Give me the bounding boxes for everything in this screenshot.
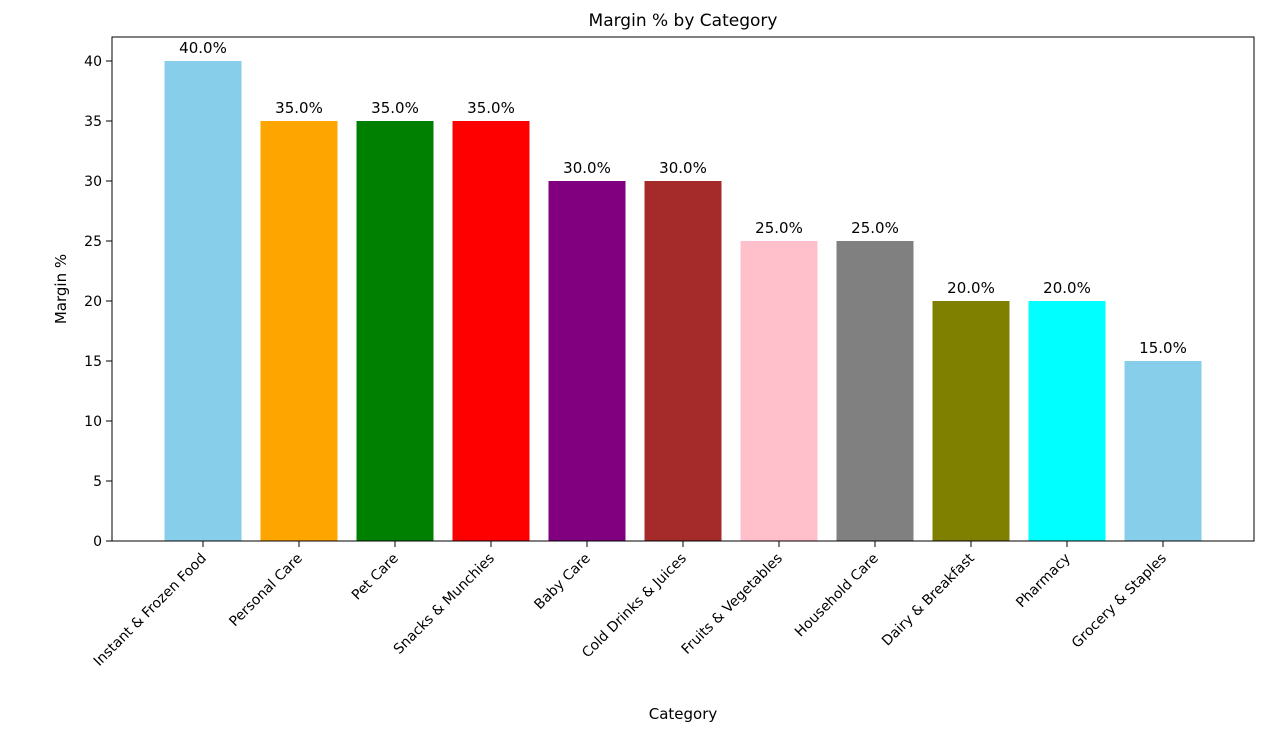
bar-value-label: 35.0%	[467, 99, 515, 117]
bar-value-label: 25.0%	[755, 219, 803, 237]
bar	[260, 121, 338, 541]
bars-layer: 40.0% 35.0% 35.0% 35.0% 30.0% 30.0% 25.0% 25.0%…	[164, 39, 1202, 541]
bar	[548, 181, 626, 541]
chart-title: Margin % by Category	[589, 11, 778, 31]
bar-value-label: 40.0%	[179, 39, 227, 57]
x-tick-label: Baby Care	[531, 551, 593, 613]
bar-value-label: 15.0%	[1139, 339, 1187, 357]
bar-value-label: 20.0%	[1043, 279, 1091, 297]
y-tick-label: 40	[84, 54, 102, 70]
plot-frame	[111, 36, 1255, 542]
x-tick-label: Fruits & Vegetables	[679, 551, 786, 658]
y-tick-label: 35	[84, 114, 102, 130]
x-tick-label: Pet Care	[349, 551, 402, 604]
bar-value-label: 35.0%	[275, 99, 323, 117]
bar-value-label: 20.0%	[947, 279, 995, 297]
x-tick-label: Dairy & Breakfast	[879, 550, 978, 649]
y-tick-label: 30	[84, 174, 102, 190]
y-axis-label: Margin %	[52, 254, 70, 324]
bar	[164, 61, 242, 541]
bar-value-label: 35.0%	[371, 99, 419, 117]
bar	[740, 241, 818, 541]
bar	[452, 121, 530, 541]
bar-value-label: 30.0%	[563, 159, 611, 177]
bar	[1028, 301, 1106, 541]
bar	[932, 301, 1010, 541]
bar	[836, 241, 914, 541]
x-axis-label: Category	[649, 705, 718, 723]
x-tick-label: Snacks & Munchies	[391, 551, 498, 658]
y-axis: 0 5 10 15 20 25 30 35 40	[84, 54, 112, 550]
x-tick-label: Instant & Frozen Food	[91, 551, 210, 670]
bar-value-label: 30.0%	[659, 159, 707, 177]
x-tick-label: Household Care	[792, 551, 882, 641]
y-tick-label: 25	[84, 234, 102, 250]
y-tick-label: 10	[84, 414, 102, 430]
bar-value-label: 25.0%	[851, 219, 899, 237]
y-tick-label: 20	[84, 294, 102, 310]
x-tick-label: Grocery & Staples	[1069, 551, 1170, 652]
bar	[1124, 361, 1202, 541]
x-tick-label: Cold Drinks & Juices	[579, 551, 690, 662]
x-tick-label: Personal Care	[226, 551, 305, 630]
y-tick-label: 5	[93, 474, 102, 490]
x-axis: Instant & Frozen Food Personal Care Pet Ca…	[91, 541, 1170, 670]
x-tick-label: Pharmacy	[1013, 551, 1074, 612]
bar	[644, 181, 722, 541]
bar	[356, 121, 434, 541]
y-tick-label: 0	[93, 534, 102, 550]
y-tick-label: 15	[84, 354, 102, 370]
